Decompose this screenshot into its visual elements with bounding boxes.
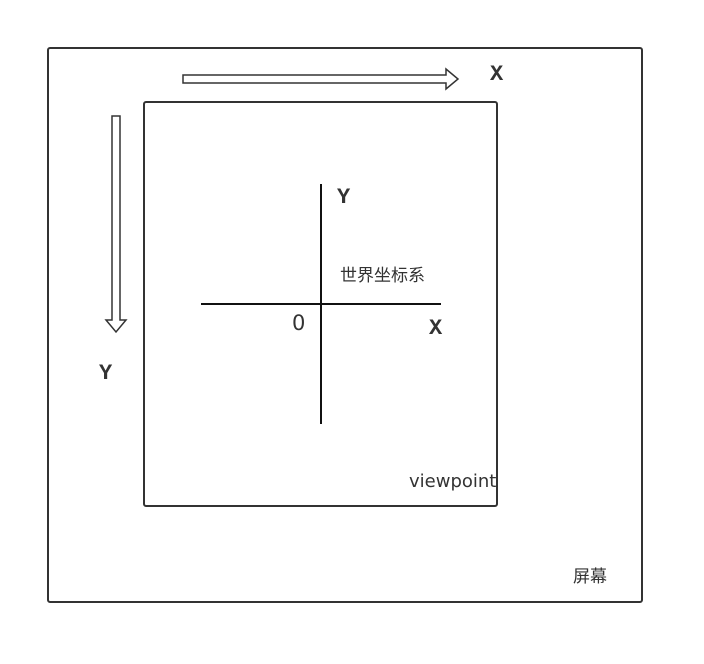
screen-x-axis-label: X <box>490 62 504 87</box>
world-coordinate-system-label: 世界坐标系 <box>340 266 425 286</box>
screen-label: 屏幕 <box>573 567 607 587</box>
screen-frame <box>47 47 643 603</box>
world-y-axis-line <box>320 184 322 424</box>
world-x-axis-label: X <box>429 316 443 341</box>
world-origin-label: 0 <box>292 311 306 335</box>
viewpoint-frame <box>143 101 498 507</box>
viewpoint-label: viewpoint <box>409 471 497 492</box>
world-y-axis-label: Y <box>337 185 351 210</box>
screen-y-arrow-icon <box>104 115 128 334</box>
screen-x-arrow-icon <box>182 67 460 91</box>
screen-y-axis-label: Y <box>99 361 113 386</box>
